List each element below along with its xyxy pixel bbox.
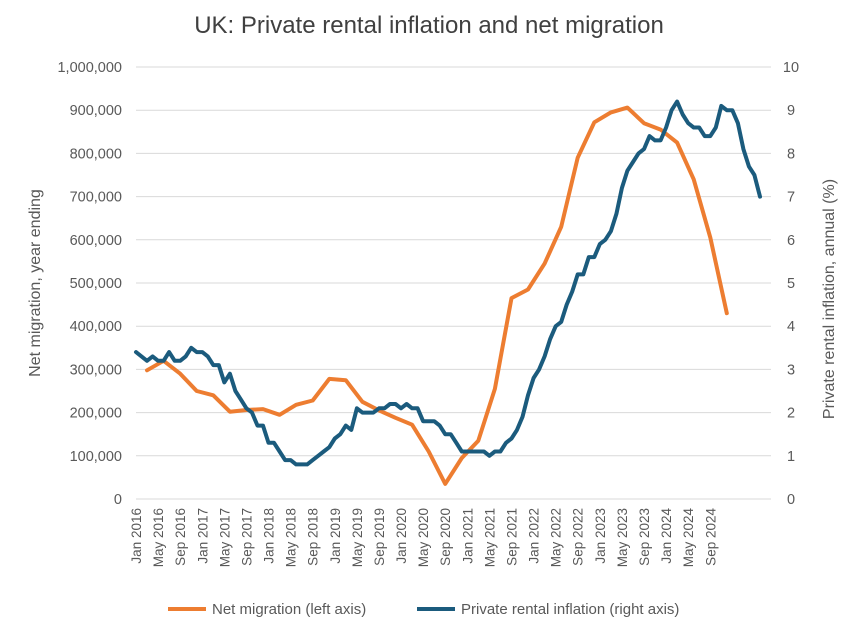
right-tick-label: 6 xyxy=(787,233,795,249)
left-tick-label: 800,000 xyxy=(70,146,122,162)
legend-label-net-migration: Net migration (left axis) xyxy=(212,601,366,618)
right-axis-ticks: 0 1 2 3 4 5 6 7 8 9 10 xyxy=(783,60,799,508)
x-tick-label: Sep 2024 xyxy=(703,508,718,566)
gridlines xyxy=(136,66,771,500)
x-tick-label: Jan 2023 xyxy=(593,508,608,564)
x-tick-label: Jan 2024 xyxy=(659,508,674,564)
left-tick-label: 0 xyxy=(114,492,122,508)
right-tick-label: 2 xyxy=(787,406,795,422)
chart-title: UK: Private rental inflation and net mig… xyxy=(194,12,664,39)
left-axis-ticks: 0 100,000 200,000 300,000 400,000 500,000 600,… xyxy=(57,60,122,508)
left-tick-label: 200,000 xyxy=(70,406,122,422)
left-tick-label: 300,000 xyxy=(70,362,122,378)
left-axis-title: Net migration, year ending xyxy=(27,189,44,377)
x-tick-label: Jan 2021 xyxy=(460,508,475,564)
x-tick-label: Sep 2016 xyxy=(173,508,188,566)
left-tick-label: 900,000 xyxy=(70,103,122,119)
x-tick-label: Jan 2016 xyxy=(129,508,144,564)
series-lines xyxy=(134,99,762,486)
right-tick-label: 7 xyxy=(787,190,795,206)
left-tick-label: 600,000 xyxy=(70,233,122,249)
x-tick-label: Jan 2017 xyxy=(195,508,210,564)
net-migration-line xyxy=(145,105,729,486)
right-tick-label: 4 xyxy=(787,319,795,335)
x-tick-label: Sep 2019 xyxy=(372,508,387,566)
x-tick-label: Jan 2022 xyxy=(527,508,542,564)
x-tick-label: May 2022 xyxy=(549,508,564,567)
x-tick-label: May 2020 xyxy=(416,508,431,567)
x-tick-label: Sep 2021 xyxy=(504,508,519,566)
left-tick-label: 700,000 xyxy=(70,190,122,206)
rental-inflation-line xyxy=(134,99,762,467)
right-axis-title: Private rental inflation, annual (%) xyxy=(821,179,838,419)
right-tick-label: 1 xyxy=(787,449,795,465)
legend-label-rental-inflation: Private rental inflation (right axis) xyxy=(461,601,679,618)
x-tick-label: May 2017 xyxy=(217,508,232,567)
x-tick-label: Sep 2023 xyxy=(637,508,652,566)
left-tick-label: 1,000,000 xyxy=(57,60,122,76)
right-tick-label: 0 xyxy=(787,492,795,508)
right-tick-label: 5 xyxy=(787,276,795,292)
x-tick-label: Sep 2018 xyxy=(306,508,321,566)
x-tick-label: Sep 2020 xyxy=(438,508,453,566)
x-tick-label: May 2016 xyxy=(151,508,166,567)
x-tick-label: May 2023 xyxy=(615,508,630,567)
x-tick-label: May 2018 xyxy=(284,508,299,567)
right-tick-label: 8 xyxy=(787,146,795,162)
x-tick-label: May 2024 xyxy=(681,508,696,568)
x-tick-label: Sep 2022 xyxy=(571,508,586,566)
x-tick-label: Jan 2018 xyxy=(262,508,277,564)
legend: Net migration (left axis) Private rental… xyxy=(168,601,679,618)
right-tick-label: 3 xyxy=(787,362,795,378)
x-tick-label: Jan 2019 xyxy=(328,508,343,564)
x-tick-label: Sep 2017 xyxy=(239,508,254,566)
right-tick-label: 10 xyxy=(783,60,799,76)
x-tick-label: May 2019 xyxy=(350,508,365,567)
x-tick-label: May 2021 xyxy=(482,508,497,567)
left-tick-label: 100,000 xyxy=(70,449,122,465)
x-axis-ticks: Jan 2016 May 2016 Sep 2016 Jan 2017 May 2017… xyxy=(129,508,718,568)
left-tick-label: 500,000 xyxy=(70,276,122,292)
left-tick-label: 400,000 xyxy=(70,319,122,335)
x-tick-label: Jan 2020 xyxy=(394,508,409,564)
right-tick-label: 9 xyxy=(787,103,795,119)
